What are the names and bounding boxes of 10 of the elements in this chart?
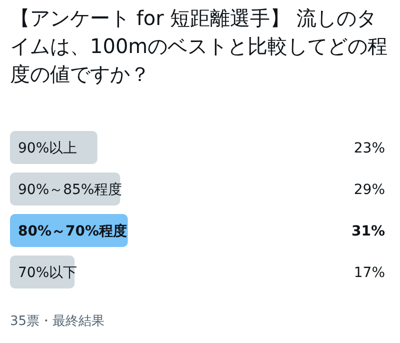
text: 35票・最終結果	[10, 313, 105, 330]
data-label: 23%	[354, 140, 385, 156]
y-tick-label: 90%～85%程度	[18, 182, 122, 198]
data-label: 31%	[351, 224, 385, 240]
y-tick-label: 90%以上	[18, 140, 78, 156]
data-label: 17%	[354, 265, 385, 281]
data-label: 29%	[354, 182, 385, 198]
text: 【アンケート for 短距離選手】 流しのタイムは、100mのベストと比較してどの程度の値ですか？	[10, 5, 389, 88]
y-tick-label: 80%～70%程度	[18, 222, 128, 240]
y-tick-label: 70%以下	[18, 265, 78, 281]
